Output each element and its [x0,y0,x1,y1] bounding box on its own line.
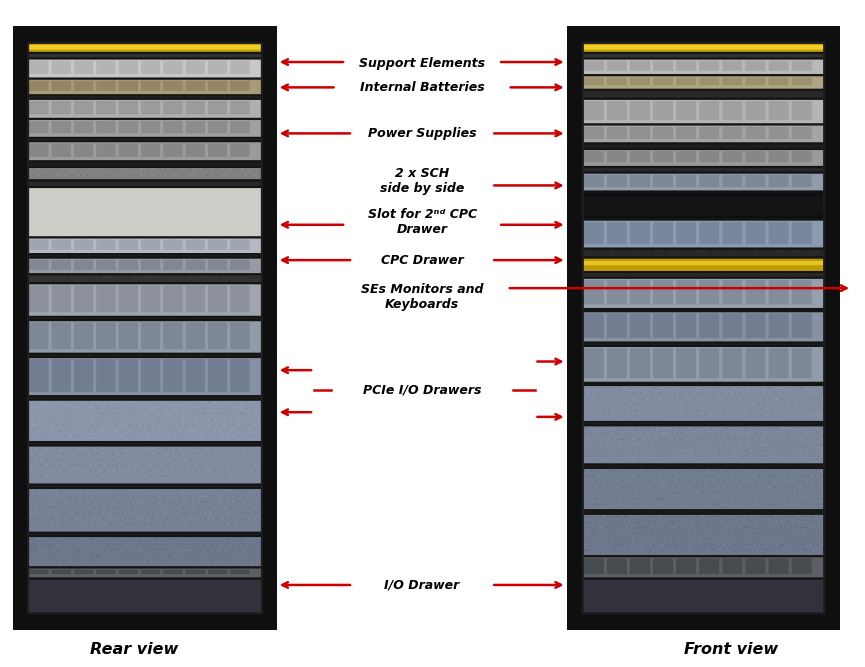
Text: 2 x SCH
side by side: 2 x SCH side by side [380,167,465,195]
Text: SEs Monitors and
Keyboards: SEs Monitors and Keyboards [361,283,484,311]
Text: Power Supplies: Power Supplies [368,127,477,140]
Text: Support Elements: Support Elements [359,57,485,70]
Text: I/O Drawer: I/O Drawer [385,578,459,592]
Text: CPC Drawer: CPC Drawer [381,253,464,267]
Text: PCIe I/O Drawers: PCIe I/O Drawers [363,384,481,397]
Text: Front view: Front view [684,642,778,657]
Text: Rear view: Rear view [90,642,178,657]
Text: Internal Batteries: Internal Batteries [360,81,484,94]
Text: Slot for 2ⁿᵈ CPC
Drawer: Slot for 2ⁿᵈ CPC Drawer [368,208,477,236]
